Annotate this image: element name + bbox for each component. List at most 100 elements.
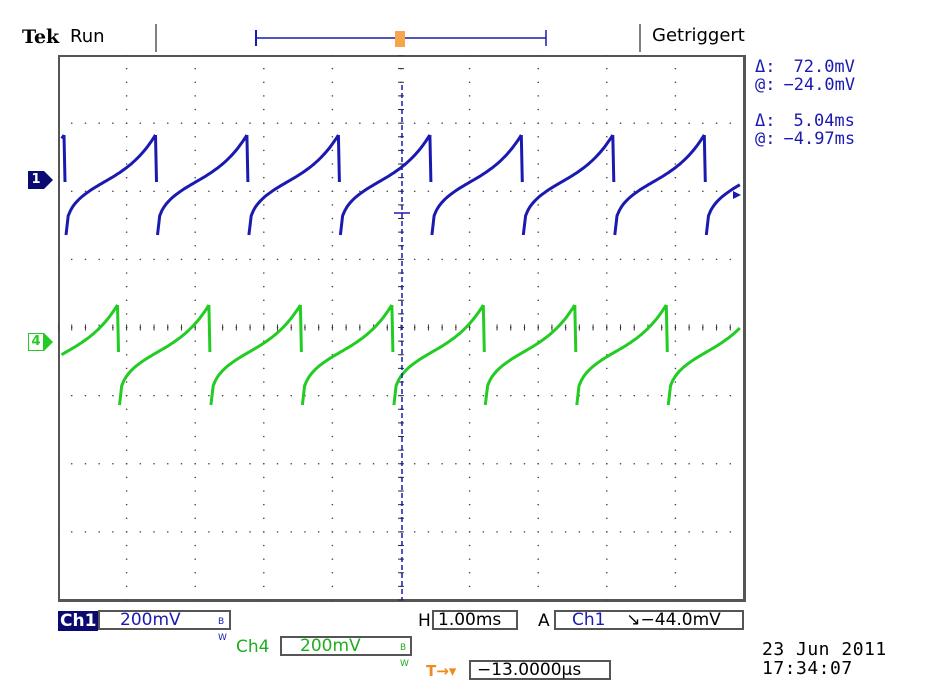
grid-dot bbox=[482, 190, 485, 193]
grid-dot bbox=[221, 190, 224, 193]
ch4-scale: 200mV bbox=[300, 636, 361, 656]
grid-dot bbox=[413, 394, 416, 397]
grid-dot bbox=[468, 353, 471, 356]
grid-dot bbox=[674, 476, 677, 479]
grid-dot bbox=[509, 122, 512, 124]
grid-dot bbox=[537, 490, 539, 492]
grid-dot bbox=[263, 135, 265, 138]
grid-dot bbox=[153, 394, 155, 397]
time: 17:34:07 bbox=[762, 658, 853, 679]
grid-dot bbox=[331, 585, 334, 588]
grid-dot bbox=[58, 122, 59, 124]
grid-dot bbox=[688, 394, 690, 397]
grid-dot bbox=[125, 585, 128, 588]
grid-dot bbox=[194, 81, 196, 84]
grid-dot bbox=[372, 462, 375, 465]
grid-dot bbox=[372, 258, 375, 261]
waveform-traces bbox=[60, 134, 741, 406]
grid-dot bbox=[537, 531, 539, 533]
grid-dot bbox=[263, 272, 265, 274]
grid-dot bbox=[660, 258, 663, 261]
grid-dot bbox=[455, 531, 457, 533]
grid-dot bbox=[194, 135, 196, 138]
grid-dot bbox=[263, 299, 265, 302]
grid-dot bbox=[468, 585, 471, 588]
grid-dot bbox=[496, 462, 498, 465]
grid-dot bbox=[427, 394, 430, 397]
grid-dot bbox=[331, 122, 334, 124]
grid-dot bbox=[263, 313, 265, 315]
grid-dot bbox=[125, 149, 128, 152]
grid-dot bbox=[153, 190, 155, 193]
grid-dot bbox=[139, 190, 142, 193]
grid-dot bbox=[317, 462, 320, 465]
grid-dot bbox=[537, 571, 539, 574]
grid-dot bbox=[647, 462, 649, 465]
grid-dot bbox=[84, 531, 87, 533]
grid-dot bbox=[468, 313, 471, 315]
ch4-scale-box[interactable]: 200mV B W bbox=[280, 636, 412, 669]
grid-dot bbox=[468, 462, 471, 465]
ch1-label[interactable]: Ch1 bbox=[58, 611, 99, 631]
grid-dot bbox=[263, 422, 265, 424]
grid-dot bbox=[331, 381, 334, 383]
grid-dot bbox=[413, 258, 416, 261]
grid-dot bbox=[674, 313, 677, 315]
grid-dot bbox=[537, 503, 539, 506]
grid-dot bbox=[359, 394, 361, 397]
ch1-marker[interactable]: 1 bbox=[28, 171, 44, 189]
grid-dot bbox=[537, 122, 539, 124]
grid-dot bbox=[674, 558, 677, 560]
grid-dot bbox=[537, 476, 539, 479]
grid-dot bbox=[331, 81, 334, 84]
grid-dot bbox=[564, 122, 567, 124]
grid-dot bbox=[263, 531, 265, 533]
ch1-scale-box[interactable]: 200mV B W bbox=[98, 610, 231, 643]
grid-dot bbox=[606, 490, 608, 492]
date: 23 Jun 2011 bbox=[762, 639, 887, 660]
grid-dot bbox=[606, 422, 608, 424]
grid-dot bbox=[715, 258, 718, 261]
grid-dot bbox=[537, 95, 539, 97]
grid-dot bbox=[606, 244, 608, 247]
grid-dot bbox=[180, 531, 183, 533]
grid-dot bbox=[331, 558, 334, 560]
grid-dot bbox=[208, 462, 210, 465]
at-label: @: bbox=[755, 129, 776, 149]
grid-dot bbox=[194, 122, 196, 124]
grid-dot bbox=[660, 190, 663, 193]
ch4-marker[interactable]: 4 bbox=[28, 333, 44, 351]
grid-dot bbox=[194, 531, 196, 533]
grid-dot bbox=[537, 55, 539, 56]
grid-dot bbox=[509, 258, 512, 261]
grid-dot bbox=[468, 244, 471, 247]
horizontal-scale-box[interactable]: 1.00ms bbox=[432, 610, 518, 630]
grid-dot bbox=[674, 231, 677, 233]
grid-dot bbox=[166, 190, 169, 193]
grid-dot bbox=[468, 476, 471, 479]
grid-dot bbox=[125, 313, 128, 315]
grid-dot bbox=[125, 217, 128, 220]
grid-dot bbox=[194, 422, 196, 424]
grid-dot bbox=[194, 367, 196, 370]
grid-dot bbox=[592, 531, 594, 533]
grid-dot bbox=[496, 258, 498, 261]
grid-dot bbox=[468, 163, 471, 165]
grid-dot bbox=[290, 394, 293, 397]
grid-dot bbox=[125, 571, 128, 574]
ch4-label[interactable]: Ch4 bbox=[236, 637, 270, 657]
grid-dot bbox=[674, 571, 677, 574]
grid-dot bbox=[263, 122, 265, 124]
trigger-settings-box[interactable]: Ch1 ↘−44.0mV bbox=[554, 610, 744, 630]
grid-dot bbox=[674, 272, 677, 274]
grid-dot bbox=[523, 394, 526, 397]
trigger-position-box[interactable]: −13.0000μs bbox=[469, 660, 611, 680]
grid-dot bbox=[194, 95, 196, 97]
grid-dot bbox=[331, 67, 334, 70]
grid-dot bbox=[619, 462, 622, 465]
grid-dot bbox=[221, 394, 224, 397]
grid-dot bbox=[263, 544, 265, 547]
voltage-cursor-readout: Δ: 72.0mV @: −24.0mV bbox=[755, 58, 855, 94]
grid-dot bbox=[194, 108, 196, 111]
grid-dot bbox=[468, 81, 471, 84]
